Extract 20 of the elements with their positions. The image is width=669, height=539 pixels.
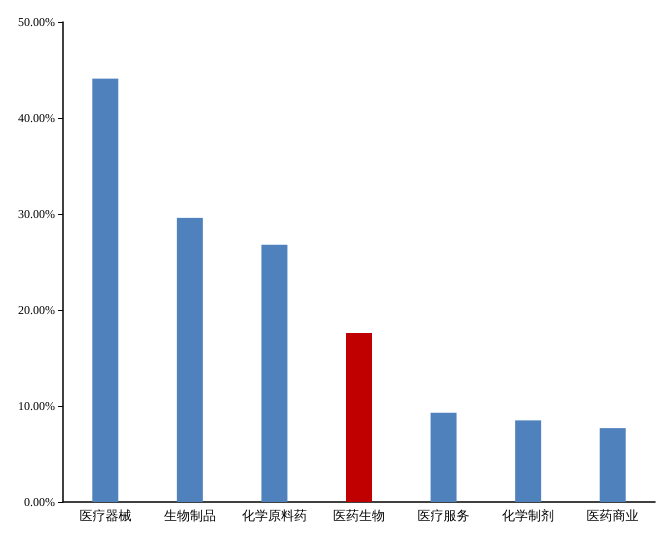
- bar: [600, 428, 626, 502]
- y-tick-label: 30.00%: [18, 207, 55, 221]
- x-tick-label: 医疗服务: [418, 509, 470, 524]
- x-tick-label: 医药生物: [333, 509, 385, 524]
- y-tick-label: 50.00%: [18, 15, 55, 29]
- x-tick-label: 化学制剂: [502, 508, 554, 524]
- y-tick-label: 10.00%: [18, 399, 55, 413]
- bar: [346, 333, 372, 502]
- y-tick-label: 20.00%: [18, 303, 55, 317]
- y-tick-label: 40.00%: [18, 111, 55, 125]
- y-tick-label: 0.00%: [24, 495, 55, 509]
- x-tick-label: 生物制品: [164, 509, 216, 524]
- x-tick-label: 医药商业: [586, 509, 639, 524]
- bar: [176, 218, 203, 502]
- bar: [430, 412, 457, 502]
- x-tick-label: 医疗器械: [79, 509, 132, 524]
- bar: [261, 244, 288, 502]
- x-tick-label: 化学原料药: [242, 509, 307, 524]
- bar: [515, 420, 542, 502]
- bar: [92, 78, 118, 502]
